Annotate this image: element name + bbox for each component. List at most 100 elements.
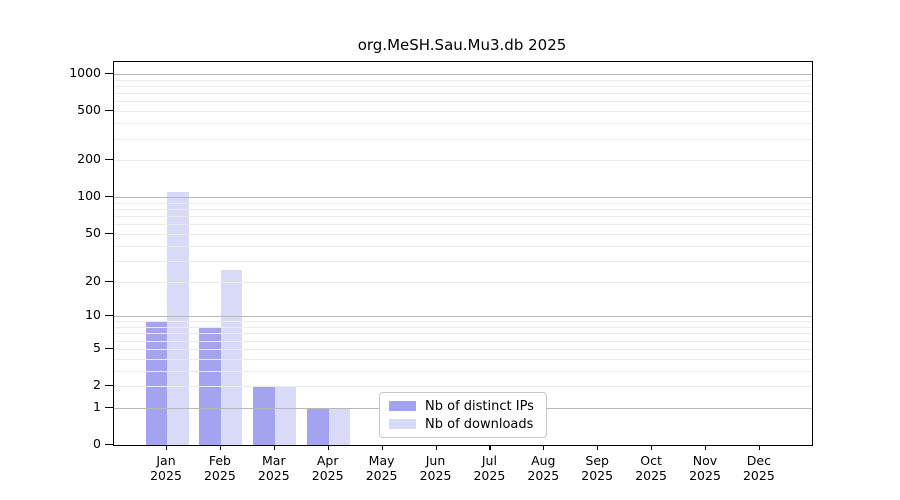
x-tick-label: Oct 2025 [635,453,667,483]
x-tick-label: Jul 2025 [473,453,506,483]
x-tick-label: Sep 2025 [581,453,614,483]
y-tick-mark [105,347,113,349]
x-tick-mark [327,445,329,450]
x-tick-mark [381,445,383,450]
x-tick-label-year: 2025 [419,468,452,483]
x-tick-label-year: 2025 [527,468,560,483]
y-tick-label: 0 [93,436,101,451]
x-tick-label-year: 2025 [689,468,721,483]
gridline-minor [114,233,812,235]
gridline-minor [114,202,812,204]
x-tick-label-year: 2025 [581,468,614,483]
x-tick-mark [651,445,653,450]
y-tick-mark [105,159,113,161]
x-tick-mark [597,445,599,450]
plot-area: Nb of distinct IPs Nb of downloads [113,61,813,446]
x-tick-mark [219,445,222,450]
bar-distinct-ips-mar [253,386,275,445]
gridline-minor [114,245,812,247]
bar-downloads-mar [274,386,297,445]
gridline-minor [114,160,812,162]
x-tick-label-year: 2025 [150,468,182,483]
legend-label-distinct-ips: Nb of distinct IPs [425,398,534,414]
x-tick-label-year: 2025 [257,468,290,483]
x-tick-label-year: 2025 [635,468,667,483]
legend-swatch-downloads [389,419,416,429]
x-tick-label: May 2025 [365,453,398,483]
bar-downloads-apr [328,407,351,445]
gridline-minor [114,216,812,218]
x-tick-label-year: 2025 [203,468,236,483]
x-tick-label: Aug 2025 [527,453,560,483]
y-tick-label: 500 [77,102,101,118]
y-tick-label: 5 [93,339,101,355]
y-tick-mark [105,385,113,387]
x-tick-label-year: 2025 [311,468,344,483]
legend: Nb of distinct IPs Nb of downloads [379,392,547,438]
y-tick-label: 1000 [69,64,101,80]
gridline-major [114,73,812,75]
x-tick-label: Jan 2025 [150,453,182,483]
gridline-minor [114,340,812,342]
gridline-minor [114,333,812,335]
x-tick-label: Dec 2025 [742,453,775,483]
y-tick-label: 1 [93,398,101,414]
y-tick-label: 2 [93,377,101,392]
gridline-minor [114,348,812,350]
x-tick-label: Apr 2025 [311,453,344,483]
gridline-minor [114,101,812,103]
y-tick-mark [105,280,113,282]
bar-downloads-feb [220,270,243,445]
y-tick-mark [105,406,113,408]
gridline-minor [114,281,812,283]
x-tick-label-year: 2025 [473,468,506,483]
y-tick-label: 100 [77,188,101,204]
gridline-minor [114,224,812,226]
x-tick-mark [543,445,545,450]
gridline-minor [114,93,812,95]
gridline-minor [114,358,812,360]
y-tick-label: 200 [77,151,101,167]
bar-distinct-ips-jan [145,321,167,445]
x-tick-label: Jun 2025 [419,453,452,483]
x-tick-mark [489,445,491,450]
gridline-minor [114,386,812,387]
gridline-minor [114,321,812,323]
y-tick-label: 20 [85,272,101,288]
gridline-major [114,197,812,199]
y-tick-mark [105,444,113,446]
x-tick-label-year: 2025 [365,468,398,483]
gridline-major [114,316,812,318]
y-tick-mark [105,196,113,198]
gridline-minor [114,370,812,372]
bar-downloads-jan [167,192,189,445]
legend-item-distinct-ips: Nb of distinct IPs [389,399,537,414]
x-tick-mark [705,445,707,450]
x-tick-label-year: 2025 [742,468,775,483]
x-tick-label: Mar 2025 [257,453,290,483]
bar-distinct-ips-apr [307,407,329,445]
x-tick-mark [166,445,168,450]
x-tick-mark [758,445,761,450]
x-tick-label: Feb 2025 [203,453,236,483]
x-tick-mark [435,445,437,450]
x-tick-label: Nov 2025 [689,453,721,483]
gridline-minor [114,138,812,140]
y-tick-mark [105,110,113,112]
gridline-minor [114,209,812,211]
y-tick-label: 50 [85,224,101,240]
y-tick-mark [105,315,113,317]
x-tick-mark [273,445,275,450]
gridline-minor [114,260,812,262]
gridline-minor [114,111,812,113]
legend-label-downloads: Nb of downloads [425,416,534,432]
gridline-minor [114,79,812,81]
chart-title: org.MeSH.Sau.Mu3.db 2025 [357,36,567,54]
gridline-minor [114,123,812,125]
legend-item-downloads: Nb of downloads [389,417,537,432]
y-tick-mark [105,232,113,235]
legend-swatch-distinct-ips [389,401,416,411]
gridline-minor [114,85,812,87]
gridline-minor [114,327,812,328]
